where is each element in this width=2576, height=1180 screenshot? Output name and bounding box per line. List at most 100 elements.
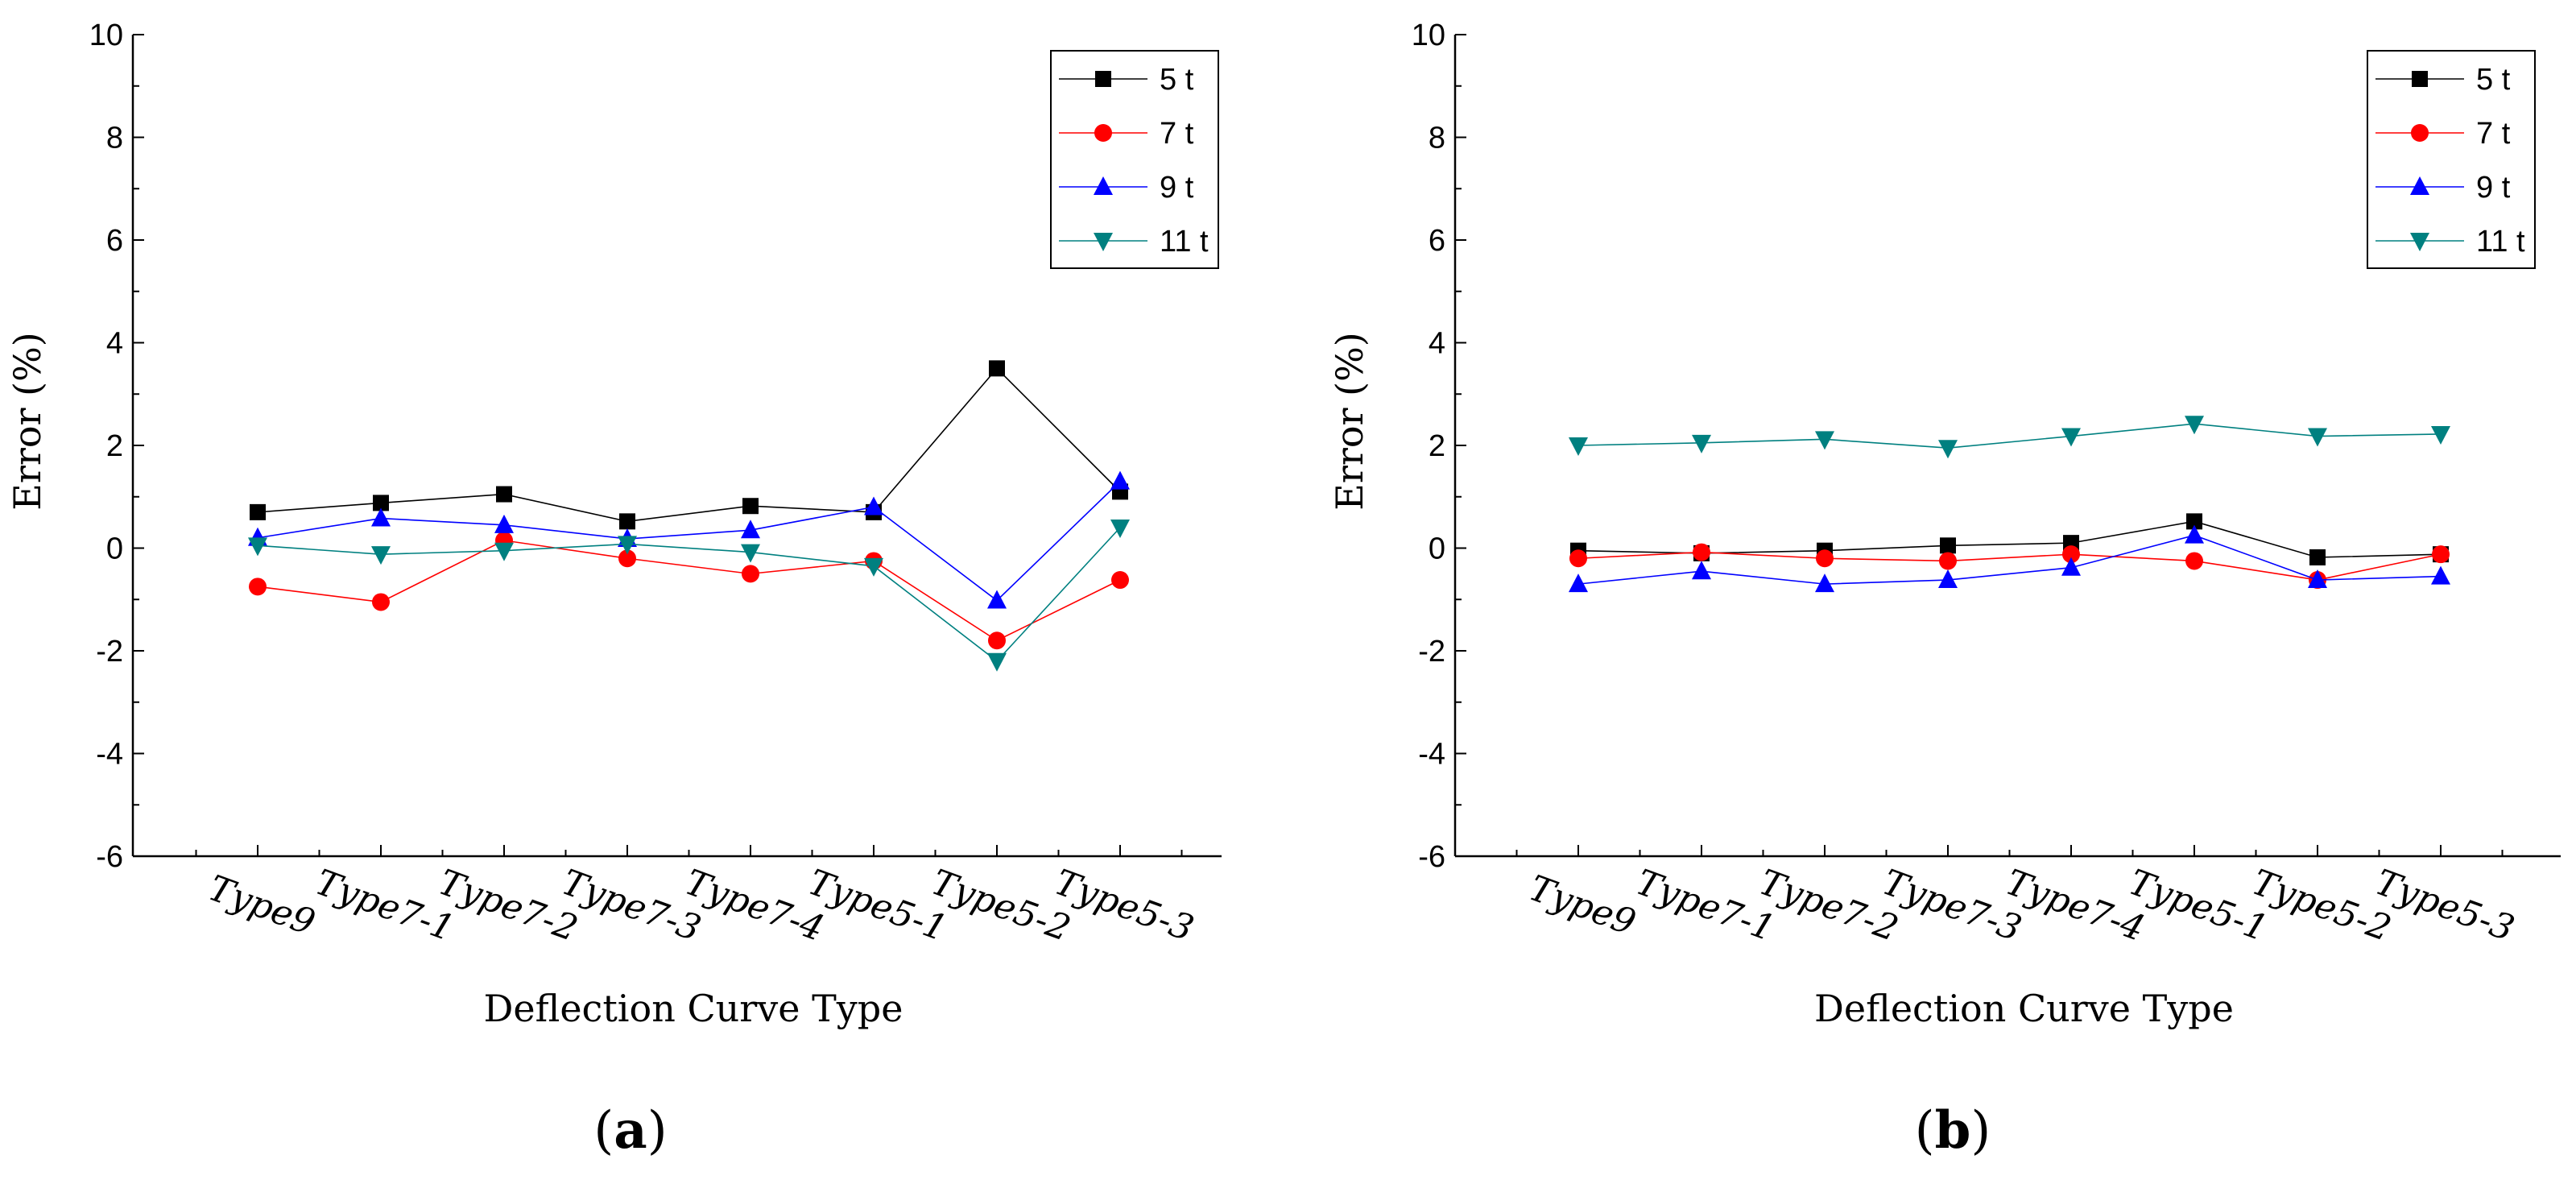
x-category-label: Type5-3 (2370, 862, 2520, 950)
y-tick-label: 0 (1429, 532, 1445, 566)
y-tick-label: 4 (106, 327, 123, 361)
series-line (1577, 534, 2442, 585)
data-point (1111, 571, 1129, 590)
legend-marker (1094, 233, 1113, 251)
legend: 5 t 7 t 9 t 11 t (1050, 50, 1219, 269)
series-1 (1569, 543, 2450, 590)
legend-box (1050, 50, 1219, 269)
data-point (1815, 431, 1834, 450)
x-category-label: Type7-1 (1631, 862, 1780, 950)
y-tick-label: 6 (106, 224, 123, 258)
legend-marker (1095, 71, 1111, 87)
data-point (989, 360, 1005, 377)
y-tick-label: 4 (1429, 327, 1445, 361)
x-category-label: Type7-1 (310, 862, 460, 950)
data-point (1569, 573, 1588, 593)
data-point (1938, 440, 1958, 459)
x-axis-title: Deflection Curve Type (1814, 987, 2234, 1030)
x-category-label: Type5-2 (2247, 862, 2396, 950)
y-tick-label: -2 (96, 635, 123, 669)
series-3 (1569, 416, 2450, 459)
data-point (248, 537, 267, 557)
panel-letter: a (614, 1100, 647, 1161)
x-category-label: Type5-2 (926, 862, 1076, 950)
legend-label: 9 t (2476, 171, 2511, 205)
x-category-label: Type7-3 (556, 862, 706, 950)
data-point (2308, 569, 2327, 589)
x-category-label: Type9 (1524, 867, 1641, 944)
series-3 (248, 520, 1130, 672)
series-line (257, 540, 1121, 642)
data-point (496, 486, 512, 503)
x-category-label: Type7-4 (2000, 862, 2150, 950)
legend-label: 11 t (2476, 225, 2525, 259)
y-axis-title: Error (%) (1328, 332, 1371, 510)
y-tick-label: 8 (1429, 122, 1445, 155)
y-tick-label: 6 (1429, 224, 1445, 258)
x-category-label: Type7-4 (680, 862, 829, 950)
data-point (250, 503, 266, 520)
legend-label: 9 t (1160, 171, 1194, 205)
data-point (1692, 434, 1711, 453)
data-point (742, 565, 759, 583)
series-2 (1569, 524, 2450, 593)
legend-label: 7 t (1160, 117, 1194, 151)
y-axis-title: Error (%) (6, 332, 49, 510)
data-point (372, 593, 390, 611)
series-line (1577, 423, 2442, 449)
data-point (864, 496, 883, 515)
x-axis-title: Deflection Curve Type (484, 987, 903, 1030)
data-point (741, 544, 760, 563)
data-point (494, 514, 514, 533)
series-0 (250, 360, 1128, 530)
data-point (371, 507, 391, 527)
y-tick-label: 2 (106, 429, 123, 463)
data-point (1939, 552, 1957, 570)
data-point (1569, 437, 1588, 456)
data-point (2185, 416, 2204, 435)
legend-marker (2410, 176, 2429, 195)
y-tick-label: 10 (89, 19, 123, 52)
chart-panel-b: -6-4-20246810Type9Type7-1Type7-2Type7-3T… (1328, 19, 2561, 1161)
series-line (257, 367, 1121, 523)
data-point (1940, 537, 1956, 554)
panel-label: (b) (1915, 1100, 1991, 1161)
data-point (618, 536, 637, 555)
x-category-label: Type9 (203, 867, 320, 944)
x-category-label: Type7-2 (433, 862, 583, 950)
y-tick-label: 0 (106, 532, 123, 566)
data-point (1569, 549, 1587, 568)
data-point (2185, 524, 2204, 544)
legend-box (2367, 50, 2536, 269)
x-category-label: Type5-1 (803, 862, 953, 950)
data-point (494, 542, 514, 561)
data-point (373, 495, 389, 511)
chart-panel-a: -6-4-20246810Type9Type7-1Type7-2Type7-3T… (6, 19, 1222, 1161)
data-point (2432, 545, 2450, 564)
x-category-label: Type7-3 (1877, 862, 2027, 950)
data-point (1815, 573, 1834, 593)
y-tick-label: -6 (96, 840, 123, 874)
legend-label: 11 t (1160, 225, 1209, 259)
x-category-label: Type5-1 (2123, 862, 2273, 950)
y-tick-label: -6 (1418, 840, 1445, 874)
y-tick-label: 2 (1429, 429, 1445, 463)
x-category-label: Type5-3 (1049, 862, 1199, 950)
legend-marker (1094, 124, 1112, 142)
data-point (2308, 428, 2327, 447)
data-point (988, 631, 1006, 650)
y-tick-label: 8 (106, 122, 123, 155)
legend-label: 5 t (1160, 63, 1194, 97)
data-point (864, 557, 883, 577)
data-point (2185, 552, 2203, 570)
data-point (1692, 561, 1711, 580)
data-point (371, 546, 391, 565)
panel-letter: b (1935, 1100, 1971, 1161)
data-point (249, 578, 267, 596)
data-point (2309, 549, 2326, 565)
legend-label: 5 t (2476, 63, 2511, 97)
legend: 5 t 7 t 9 t 11 t (2367, 50, 2536, 269)
series-line (1577, 551, 2442, 581)
data-point (1938, 569, 1958, 589)
data-point (987, 652, 1007, 672)
